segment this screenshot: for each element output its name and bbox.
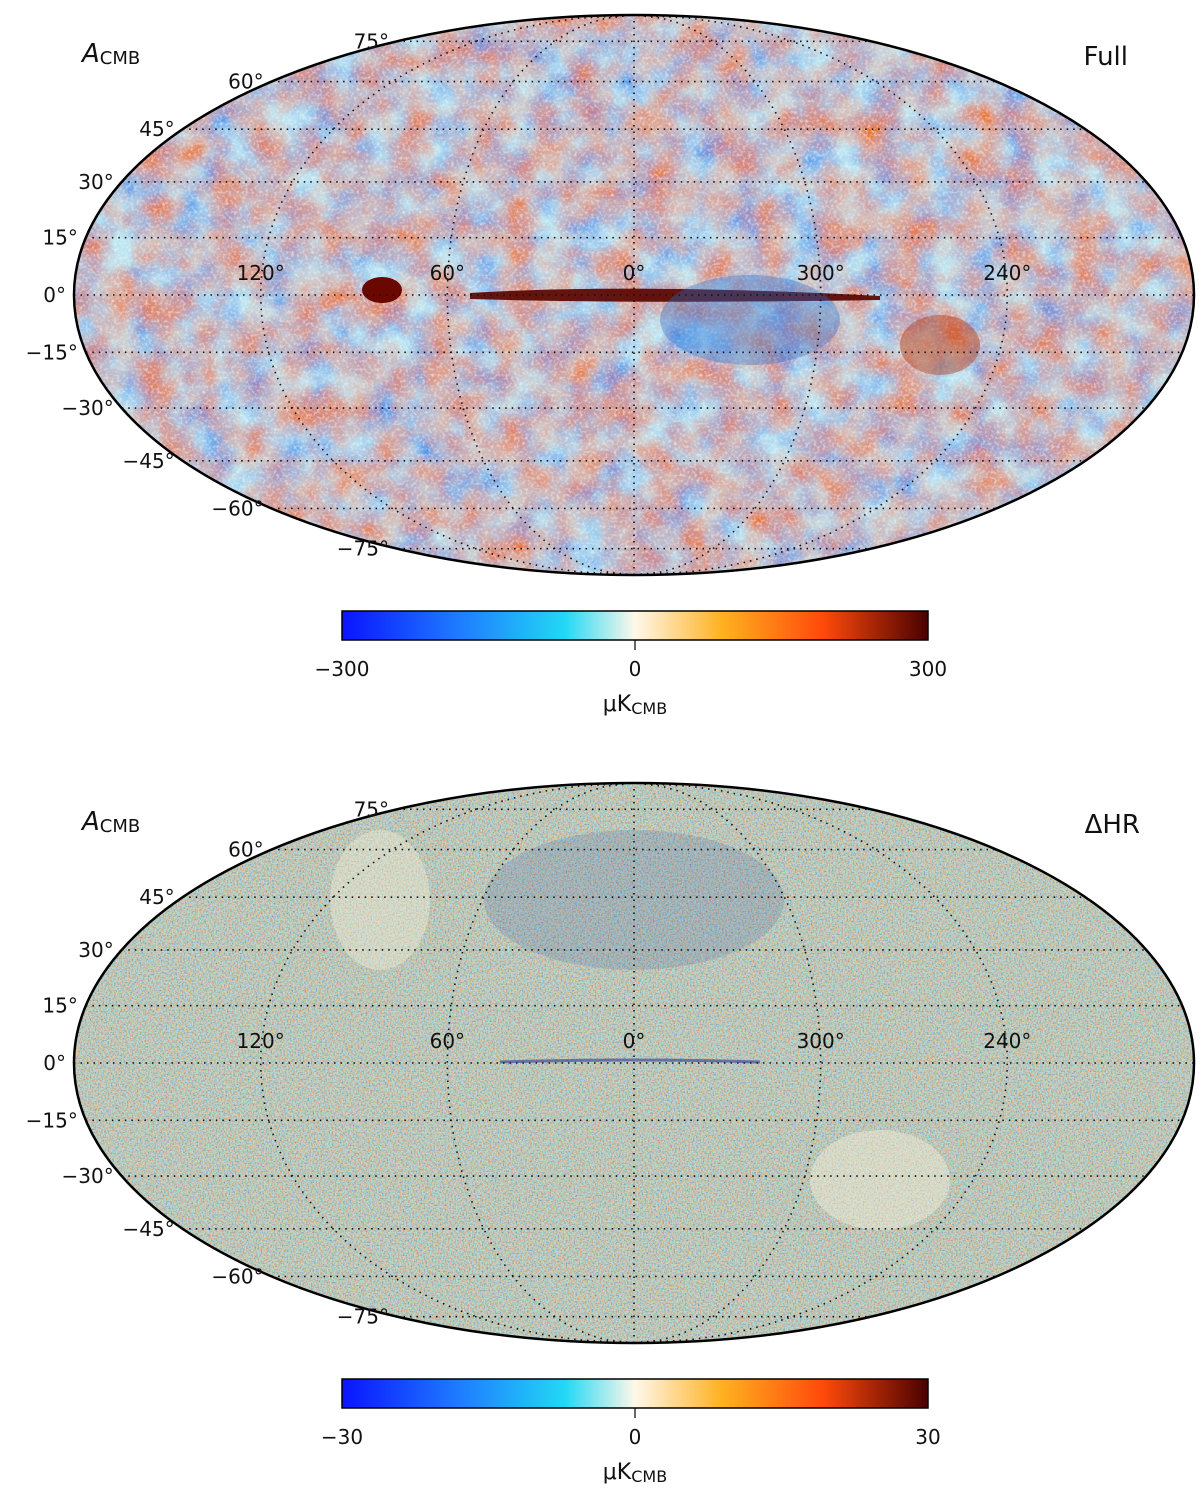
latitude-label: −60° [211,1264,263,1288]
latitude-label: 15° [42,994,77,1018]
latitude-label: −30° [62,1164,114,1188]
longitude-label: 60° [430,261,465,285]
meridian-line [259,783,635,1343]
latitude-label: −75° [337,1305,389,1329]
latitude-label: −15° [26,1108,78,1132]
longitude-label: 120° [237,261,285,285]
emission-blob [362,277,402,303]
colorbar-zero: 0 [629,1425,642,1449]
map-boundary [72,781,1196,1345]
quantity-label: ACMB [80,39,140,69]
colorbar-max: 30 [915,1425,940,1449]
top-panel: ACMB Full 75° 60° 45° 30° 15° 0° −15° −30° −45° −… [26,13,1196,718]
longitude-label: 240° [983,1029,1031,1053]
latitude-label: 60° [228,838,263,862]
latitude-label: −45° [122,1217,174,1241]
longitude-label: 0° [623,1029,646,1053]
galactic-plane-emission [470,288,880,302]
latitude-labels: 75° 60° 45° 30° 15° 0° −15° −30° −45° −60° −75° [26,797,389,1328]
colorbar-min: −300 [315,657,370,681]
longitude-labels: 120° 60° 0° 300° 240° [237,261,1032,285]
colorbar-unit: μKCMB [603,1460,667,1486]
latitude-label: 30° [78,170,113,194]
latitude-label: −15° [26,340,78,364]
latitude-label: −30° [62,396,114,420]
graticule [74,15,1194,575]
meridian-line [259,15,635,575]
meridian-line [633,15,1009,575]
colorbar: −300 0 300 μKCMB [315,610,947,718]
longitude-label: 300° [797,261,845,285]
latitude-labels: 75° 60° 45° 30° 15° 0° −15° −30° −45° −60° −75° [26,29,389,560]
longitude-label: 300° [797,1029,845,1053]
latitude-label: 60° [228,70,263,94]
longitude-label: 120° [237,1029,285,1053]
colorbar-min: −30 [321,1425,363,1449]
latitude-label: 30° [78,938,113,962]
map-type-label: ΔHR [1085,810,1140,840]
graticule [74,783,1194,1343]
latitude-label: −60° [211,496,263,520]
bottom-panel: ACMB ΔHR 75° 60° 45° 30° 15° 0° −15° −30° −45° −6… [26,781,1196,1486]
latitude-label: 15° [42,226,77,250]
latitude-label: 0° [43,1051,66,1075]
colorbar-unit: μKCMB [603,692,667,718]
colorbar-zero: 0 [629,657,642,681]
map-type-label: Full [1084,42,1128,72]
bottom-map [74,783,1194,1343]
longitude-labels: 120° 60° 0° 300° 240° [237,1029,1032,1053]
latitude-label: 0° [43,283,66,307]
latitude-label: −45° [122,449,174,473]
colorbar-max: 300 [909,657,947,681]
colorbar: −30 0 30 μKCMB [321,1378,941,1486]
latitude-label: 75° [354,29,389,53]
latitude-label: −75° [337,537,389,561]
map-boundary [72,13,1196,577]
longitude-label: 0° [623,261,646,285]
longitude-label: 240° [983,261,1031,285]
longitude-label: 60° [430,1029,465,1053]
latitude-label: 45° [139,117,174,141]
quantity-label: ACMB [80,807,140,837]
latitude-label: 75° [354,797,389,821]
latitude-label: 45° [139,885,174,909]
top-map [74,15,1194,575]
meridian-line [633,783,1009,1343]
